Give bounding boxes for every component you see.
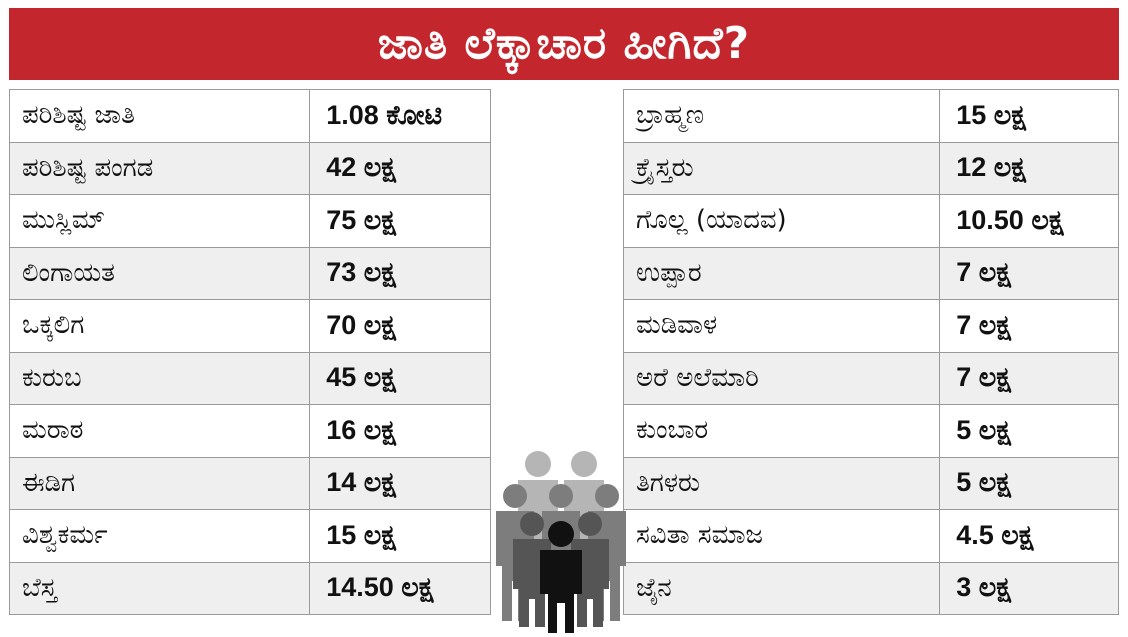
caste-name: ಅರೆ ಅಲೆಮಾರಿ bbox=[622, 351, 941, 405]
table-row: ಬ್ರಾಹ್ಮಣ 15 ಲಕ್ಷ bbox=[622, 89, 1119, 143]
table-row: ಉಪ್ಪಾರ 7 ಲಕ್ಷ bbox=[622, 246, 1119, 300]
population-value: 73 ಲಕ್ಷ bbox=[309, 246, 491, 300]
table-row: ಗೊಲ್ಲ (ಯಾದವ) 10.50 ಲಕ್ಷ bbox=[622, 194, 1119, 248]
table-row: ಜೈನ 3 ಲಕ್ಷ bbox=[622, 561, 1119, 615]
caste-name: ಸವಿತಾ ಸಮಾಜ bbox=[622, 509, 941, 563]
population-value: 1.08 ಕೋಟಿ bbox=[309, 89, 491, 143]
table-row: ಪರಿಶಿಷ್ಟ ಪಂಗಡ 42 ಲಕ್ಷ bbox=[8, 141, 491, 195]
caste-name: ಒಕ್ಕಲಿಗ bbox=[8, 299, 311, 353]
page-title: ಜಾತಿ ಲೆಕ್ಕಾಚಾರ ಹೀಗಿದೆ? bbox=[377, 18, 751, 69]
caste-name: ತಿಗಳರು bbox=[622, 456, 941, 510]
population-value: 3 ಲಕ್ಷ bbox=[939, 561, 1119, 615]
population-value: 45 ಲಕ್ಷ bbox=[309, 351, 491, 405]
population-value: 14.50 ಲಕ್ಷ bbox=[309, 561, 491, 615]
population-value: 42 ಲಕ್ಷ bbox=[309, 141, 491, 195]
table-row: ಮುಸ್ಲಿಮ್ 75 ಲಕ್ಷ bbox=[8, 194, 491, 248]
caste-name: ವಿಶ್ವಕರ್ಮ bbox=[8, 509, 311, 563]
table-row: ಪರಿಶಿಷ್ಟ ಜಾತಿ 1.08 ಕೋಟಿ bbox=[8, 89, 491, 143]
table-row: ಮಡಿವಾಳ 7 ಲಕ್ಷ bbox=[622, 299, 1119, 353]
people-crowd-icon bbox=[488, 448, 634, 633]
table-row: ಸವಿತಾ ಸಮಾಜ 4.5 ಲಕ್ಷ bbox=[622, 509, 1119, 563]
table-row: ಕುರುಬ 45 ಲಕ್ಷ bbox=[8, 351, 491, 405]
population-value: 7 ಲಕ್ಷ bbox=[939, 299, 1119, 353]
population-value: 7 ಲಕ್ಷ bbox=[939, 351, 1119, 405]
population-value: 16 ಲಕ್ಷ bbox=[309, 404, 491, 458]
caste-name: ಬೆಸ್ತ bbox=[8, 561, 311, 615]
caste-table-right: ಬ್ರಾಹ್ಮಣ 15 ಲಕ್ಷ ಕ್ರೈಸ್ತರು 12 ಲಕ್ಷ ಗೊಲ್ಲ (ಯಾ… bbox=[622, 89, 1119, 615]
population-value: 12 ಲಕ್ಷ bbox=[939, 141, 1119, 195]
population-value: 7 ಲಕ್ಷ bbox=[939, 246, 1119, 300]
caste-name: ಮುಸ್ಲಿಮ್ bbox=[8, 194, 311, 248]
population-value: 4.5 ಲಕ್ಷ bbox=[939, 509, 1119, 563]
table-row: ವಿಶ್ವಕರ್ಮ 15 ಲಕ್ಷ bbox=[8, 509, 491, 563]
caste-name: ಪರಿಶಿಷ್ಟ ಪಂಗಡ bbox=[8, 141, 311, 195]
table-row: ಈಡಿಗ 14 ಲಕ್ಷ bbox=[8, 456, 491, 510]
caste-name: ಜೈನ bbox=[622, 561, 941, 615]
population-value: 10.50 ಲಕ್ಷ bbox=[939, 194, 1119, 248]
caste-name: ಗೊಲ್ಲ (ಯಾದವ) bbox=[622, 194, 941, 248]
table-row: ಅರೆ ಅಲೆಮಾರಿ 7 ಲಕ್ಷ bbox=[622, 351, 1119, 405]
title-banner: ಜಾತಿ ಲೆಕ್ಕಾಚಾರ ಹೀಗಿದೆ? bbox=[9, 8, 1119, 80]
caste-name: ಮಡಿವಾಳ bbox=[622, 299, 941, 353]
caste-name: ಕ್ರೈಸ್ತರು bbox=[622, 141, 941, 195]
table-row: ಲಿಂಗಾಯತ 73 ಲಕ್ಷ bbox=[8, 246, 491, 300]
population-value: 14 ಲಕ್ಷ bbox=[309, 456, 491, 510]
population-value: 75 ಲಕ್ಷ bbox=[309, 194, 491, 248]
table-row: ತಿಗಳರು 5 ಲಕ್ಷ bbox=[622, 456, 1119, 510]
caste-name: ಉಪ್ಪಾರ bbox=[622, 246, 941, 300]
caste-table-left: ಪರಿಶಿಷ್ಟ ಜಾತಿ 1.08 ಕೋಟಿ ಪರಿಶಿಷ್ಟ ಪಂಗಡ 42 ಲಕ… bbox=[8, 89, 491, 615]
table-row: ಮರಾಠ 16 ಲಕ್ಷ bbox=[8, 404, 491, 458]
table-row: ಒಕ್ಕಲಿಗ 70 ಲಕ್ಷ bbox=[8, 299, 491, 353]
caste-name: ಪರಿಶಿಷ್ಟ ಜಾತಿ bbox=[8, 89, 311, 143]
population-value: 5 ಲಕ್ಷ bbox=[939, 456, 1119, 510]
population-value: 15 ಲಕ್ಷ bbox=[939, 89, 1119, 143]
caste-name: ಕುರುಬ bbox=[8, 351, 311, 405]
caste-name: ಈಡಿಗ bbox=[8, 456, 311, 510]
caste-name: ಕುಂಬಾರ bbox=[622, 404, 941, 458]
table-row: ಕ್ರೈಸ್ತರು 12 ಲಕ್ಷ bbox=[622, 141, 1119, 195]
population-value: 15 ಲಕ್ಷ bbox=[309, 509, 491, 563]
population-value: 70 ಲಕ್ಷ bbox=[309, 299, 491, 353]
caste-name: ಮರಾಠ bbox=[8, 404, 311, 458]
caste-name: ಬ್ರಾಹ್ಮಣ bbox=[622, 89, 941, 143]
caste-name: ಲಿಂಗಾಯತ bbox=[8, 246, 311, 300]
table-row: ಕುಂಬಾರ 5 ಲಕ್ಷ bbox=[622, 404, 1119, 458]
table-row: ಬೆಸ್ತ 14.50 ಲಕ್ಷ bbox=[8, 561, 491, 615]
population-value: 5 ಲಕ್ಷ bbox=[939, 404, 1119, 458]
